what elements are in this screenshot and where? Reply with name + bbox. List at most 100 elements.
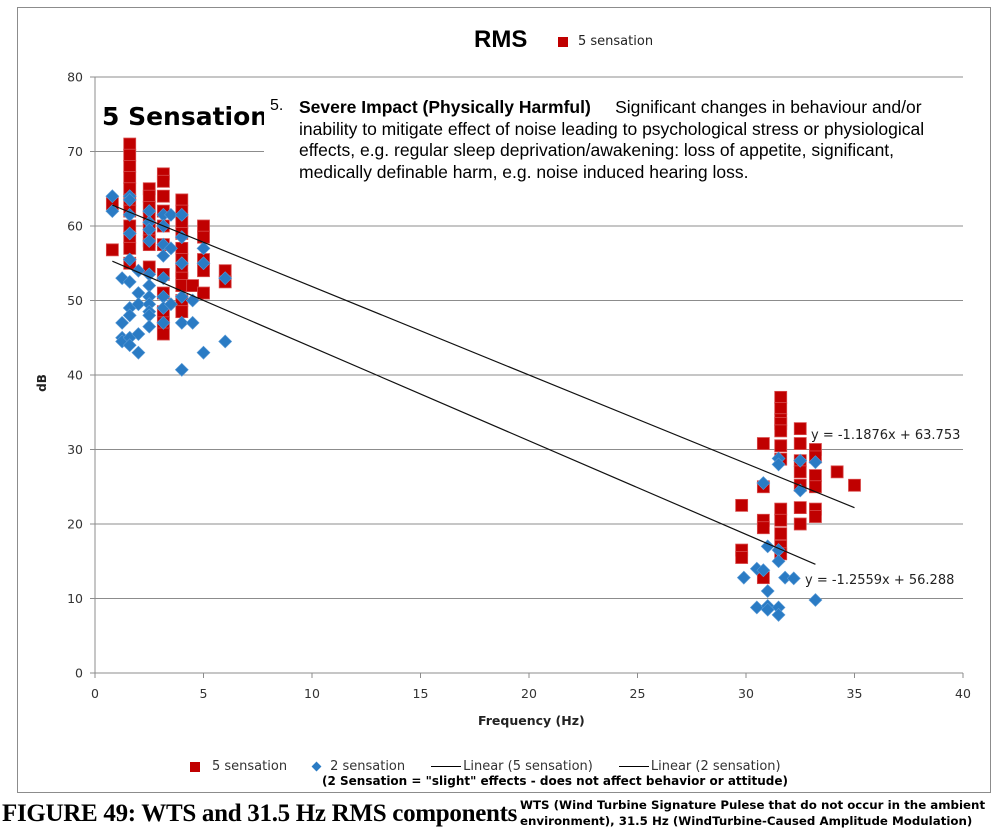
definition-block: 5. Severe Impact (Physically Harmful) Si… <box>264 97 964 183</box>
data-point-diamond <box>131 345 146 360</box>
data-point-diamond <box>122 252 137 267</box>
data-point-square <box>123 159 137 173</box>
line-marker-icon <box>618 765 649 768</box>
data-point-square <box>848 478 861 492</box>
data-point-square <box>793 517 807 531</box>
definition-text: Significant changes in behaviour and/or … <box>299 97 925 182</box>
x-tick-label: 10 <box>304 686 320 701</box>
data-point-square <box>175 305 189 319</box>
x-tick-label: 30 <box>738 686 754 701</box>
data-point-square <box>156 174 170 188</box>
legend-note: (2 Sensation = "slight" effects - does n… <box>322 774 789 788</box>
data-point-square <box>142 189 156 203</box>
data-point-diamond <box>185 315 200 330</box>
data-point-diamond <box>771 554 786 569</box>
data-point-square <box>186 279 200 293</box>
data-point-square <box>774 402 788 415</box>
trendline-2-sensation <box>112 260 816 565</box>
data-point-square <box>123 148 137 162</box>
data-point-square <box>809 480 822 494</box>
legend-label: 2 sensation <box>330 759 406 774</box>
data-point-diamond <box>164 241 178 256</box>
figure-note: WTS (Wind Turbine Signature Pulese that … <box>520 798 986 828</box>
data-point-square <box>156 189 170 203</box>
x-tick-label: 40 <box>955 686 971 701</box>
data-point-diamond <box>122 274 137 289</box>
data-point-diamond <box>174 315 189 330</box>
data-point-square <box>123 137 137 151</box>
legend-item-5-sensation: 5 sensation <box>190 759 287 774</box>
y-tick-label: 80 <box>67 70 83 85</box>
y-tick-label: 20 <box>67 517 83 532</box>
data-point-diamond <box>122 207 137 222</box>
definition-title: Severe Impact (Physically Harmful) <box>299 97 591 117</box>
data-point-square <box>774 424 788 438</box>
data-point-square <box>756 521 770 535</box>
y-tick-label: 30 <box>67 442 83 457</box>
data-point-diamond <box>122 308 137 323</box>
square-marker-icon <box>558 36 568 47</box>
data-point-diamond <box>142 319 157 334</box>
series-2-sensation <box>105 189 823 622</box>
data-point-diamond <box>142 233 157 248</box>
data-point-diamond <box>174 207 189 222</box>
y-tick-label: 10 <box>67 591 83 606</box>
data-point-diamond <box>174 256 189 271</box>
data-point-diamond <box>174 362 189 377</box>
chart-title: RMS <box>474 26 528 53</box>
trendline-2-equation: y = -1.2559x + 56.288 <box>805 573 954 588</box>
data-point-diamond <box>196 345 211 360</box>
y-tick-label: 0 <box>75 666 83 681</box>
square-marker-icon <box>190 761 200 772</box>
data-point-square <box>123 171 137 184</box>
top-legend: 5 sensation <box>558 34 653 49</box>
data-point-square <box>774 502 788 516</box>
data-point-square <box>156 327 170 341</box>
legend-item-linear-5: Linear (5 sensation) <box>431 759 593 774</box>
data-point-square <box>793 501 807 515</box>
y-tick-label: 40 <box>67 368 83 383</box>
data-point-diamond <box>122 338 137 353</box>
data-point-square <box>809 510 822 523</box>
data-point-square <box>735 551 749 564</box>
diamond-marker-icon <box>311 761 322 772</box>
data-point-square <box>774 513 788 527</box>
definition-number: 5. <box>270 97 284 114</box>
data-point-square <box>175 193 189 207</box>
data-point-square <box>197 219 210 233</box>
data-point-diamond <box>756 563 771 578</box>
data-point-diamond <box>218 334 233 349</box>
data-point-square <box>793 437 807 450</box>
data-point-diamond <box>771 607 786 622</box>
data-point-diamond <box>771 457 786 472</box>
data-point-diamond <box>778 570 792 585</box>
data-point-diamond <box>164 297 178 312</box>
sensation-heading: 5 Sensation: <box>100 100 283 134</box>
data-point-diamond <box>760 539 775 554</box>
data-point-square <box>105 243 119 257</box>
data-point-diamond <box>786 571 801 586</box>
data-point-diamond <box>808 455 823 470</box>
data-point-square <box>756 437 770 450</box>
x-tick-label: 0 <box>91 686 99 701</box>
data-point-square <box>774 439 788 453</box>
data-point-diamond <box>115 315 130 330</box>
x-tick-label: 35 <box>847 686 863 701</box>
data-point-square <box>197 230 210 244</box>
data-point-square <box>793 465 807 479</box>
data-point-square <box>830 465 844 479</box>
legend: 5 sensation 2 sensation Linear (5 sensat… <box>190 759 807 774</box>
tick-labels: 0 10 20 30 40 50 60 70 80 0 5 10 15 20 25 30 35 40 <box>67 70 971 702</box>
data-point-diamond <box>756 476 771 490</box>
trendline-5-equation: y = -1.1876x + 63.753 <box>811 428 960 443</box>
trendlines <box>112 204 855 565</box>
legend-item-2-sensation: 2 sensation <box>311 759 406 774</box>
data-point-diamond <box>218 271 233 286</box>
data-point-square <box>793 422 807 436</box>
legend-label: Linear (2 sensation) <box>650 759 781 774</box>
data-point-diamond <box>122 193 137 207</box>
data-point-diamond <box>760 584 775 598</box>
data-point-diamond <box>156 315 171 330</box>
data-point-diamond <box>174 289 189 304</box>
data-point-square <box>735 498 749 512</box>
